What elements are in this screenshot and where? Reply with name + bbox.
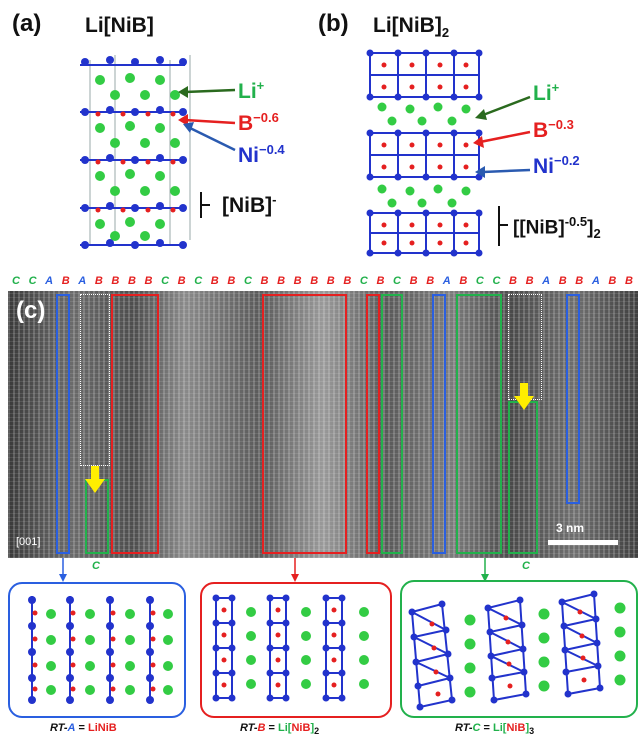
sequence-letter: B <box>61 275 70 287</box>
rt-b-structure-box <box>200 582 392 718</box>
sequence-letter: B <box>459 275 468 287</box>
panel-b-li-label: Li+ <box>533 80 560 105</box>
rt-a-box-2 <box>432 294 446 554</box>
li-nib2-crystal-structure <box>366 49 483 257</box>
rt-a-box-1 <box>56 294 70 554</box>
sequence-letter: B <box>558 275 567 287</box>
rt-c-structure-box <box>400 580 638 718</box>
panel-b-arrows <box>473 95 531 178</box>
panel-a-li-label: Li+ <box>238 78 265 103</box>
sequence-letter: B <box>293 275 302 287</box>
sequence-letter: B <box>144 275 153 287</box>
sequence-letter: C <box>359 275 368 287</box>
rt-b-box-3 <box>366 294 380 554</box>
panel-b-unit-bracket <box>498 206 500 246</box>
panel-a-unit-label: [NiB]- <box>222 192 277 217</box>
scale-bar <box>548 540 618 545</box>
sequence-letter: C <box>243 275 252 287</box>
rt-c-box-4 <box>508 401 538 554</box>
rt-b-structure <box>212 594 369 702</box>
sequence-letter: B <box>525 275 534 287</box>
panel-b-b-label: B−0.3 <box>533 117 574 142</box>
rt-a-box-3 <box>566 294 580 504</box>
panel-b-title: Li[NiB]2 <box>373 14 450 41</box>
panel-b-unit-label: [[NiB]-0.5]2 <box>513 214 601 242</box>
rt-b-box-2 <box>262 294 347 554</box>
sequence-letter: B <box>575 275 584 287</box>
sequence-letter: B <box>426 275 435 287</box>
rt-b-caption: RT-B = Li[NiB]2 <box>240 722 320 737</box>
li-nib-crystal-structure <box>80 55 191 249</box>
below-label-c-1: C <box>92 560 100 572</box>
sequence-letter: B <box>177 275 186 287</box>
stem-image: (c) [001] 3 nm <box>8 291 638 558</box>
sequence-letter: B <box>111 275 120 287</box>
sequence-letter: C <box>194 275 203 287</box>
below-label-c-2: C <box>522 560 530 572</box>
sequence-letter: B <box>409 275 418 287</box>
panel-b-label: (b) <box>318 10 349 37</box>
panel-c-label: (c) <box>16 297 46 324</box>
sequence-letter: A <box>542 275 551 287</box>
sequence-letter: B <box>277 275 286 287</box>
rt-a-structure-box <box>8 582 186 718</box>
sequence-letter: C <box>492 275 501 287</box>
rt-c-caption: RT-C = Li[NiB]3 <box>455 722 535 737</box>
sequence-letter: A <box>45 275 54 287</box>
sequence-letter: C <box>12 275 20 287</box>
sequence-letter: B <box>227 275 236 287</box>
sequence-letter: B <box>625 275 633 287</box>
panel-a-arrows <box>178 86 236 152</box>
shift-region-1 <box>80 294 110 466</box>
sequence-letter: B <box>94 275 103 287</box>
sequence-letter: C <box>393 275 401 287</box>
panel-a-unit-bracket-tick <box>200 204 210 206</box>
rt-c-structure <box>408 590 626 711</box>
sequence-letter: C <box>28 275 37 287</box>
connector-arrows <box>59 558 489 582</box>
sequence-letter: B <box>376 275 385 287</box>
sequence-letter: A <box>591 275 600 287</box>
sequence-letter: B <box>260 275 269 287</box>
sequence-letter: C <box>475 275 484 287</box>
sequence-letter: B <box>326 275 335 287</box>
panel-a-title: Li[NiB] <box>85 14 154 37</box>
panel-a-ni-label: Ni−0.4 <box>238 142 285 167</box>
panel-a-label: (a) <box>12 10 42 37</box>
rt-a-structure <box>28 596 173 704</box>
panel-b-ni-label: Ni−0.2 <box>533 153 580 178</box>
sequence-letter: B <box>608 275 617 287</box>
panel-a-b-label: B−0.6 <box>238 110 279 135</box>
sequence-letter: B <box>127 275 136 287</box>
scale-bar-label: 3 nm <box>556 521 585 535</box>
sequence-letter: A <box>442 275 451 287</box>
sequence-letter: A <box>78 275 87 287</box>
rt-a-caption: RT-A = LiNiB <box>50 722 117 734</box>
panel-b-unit-bracket-tick <box>498 224 508 226</box>
rt-c-box-2 <box>381 294 403 554</box>
yellow-down-arrow-icon <box>85 466 105 493</box>
sequence-letter: B <box>509 275 517 287</box>
rt-b-box-1 <box>111 294 159 554</box>
sequence-letter: B <box>343 275 352 287</box>
sequence-letter: C <box>161 275 170 287</box>
rt-c-box-3 <box>456 294 502 554</box>
sequence-letter: B <box>310 275 319 287</box>
yellow-down-arrow-icon <box>514 383 534 410</box>
zone-axis-label: [001] <box>16 536 41 548</box>
sequence-letter: B <box>210 275 219 287</box>
